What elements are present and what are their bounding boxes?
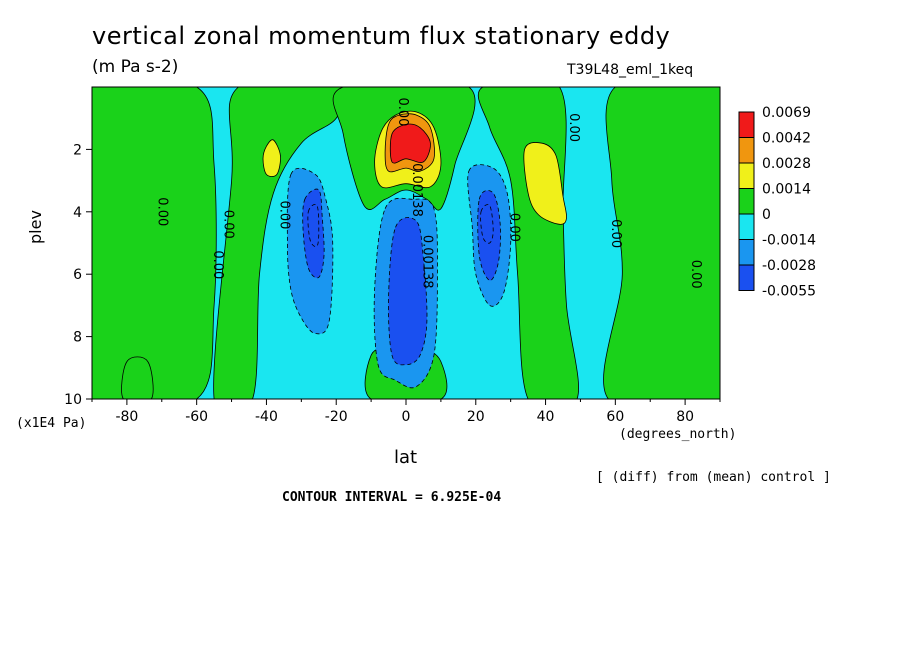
x-axis-label: lat [394,447,418,468]
colorbar-swatch [738,264,755,291]
contour-label: 0.00138 [419,235,434,289]
chart-units: (m Pa s-2) [92,57,179,77]
chart-title: vertical zonal momentum flux stationary … [92,22,671,50]
y-tick-label: 6 [73,267,82,283]
colorbar-swatch [738,111,755,138]
contour-label: 0.00 [276,200,291,229]
colorbar-label: -0.0055 [762,284,816,300]
contour-label: 0.00 [608,219,623,248]
contour-region-pos2 [262,139,281,177]
contour-label: 0.00 [154,197,169,226]
x-tick-label: 0 [402,409,411,425]
colorbar-swatch [738,137,755,164]
contour-region-pos1 [92,87,217,399]
x-tick-label: 20 [467,409,485,425]
x-tick-label: -20 [325,409,348,425]
y-tick-label: 4 [73,205,82,221]
contour-label: 0.00 [507,213,522,242]
contour-region-pos4 [389,123,431,164]
x-tick-label: -60 [185,409,208,425]
y-axis-units: (x1E4 Pa) [16,416,87,431]
x-tick-label: -80 [115,409,138,425]
x-tick-label: 40 [537,409,555,425]
y-tick-label: 10 [64,392,82,408]
contour-region-neg2 [388,217,428,366]
contour-region-neg3 [480,204,494,244]
diff-note: [ (diff) from (mean) control ] [596,470,831,485]
contour-label: 0.00 [221,210,236,239]
contour-interval-note: CONTOUR INTERVAL = 6.925E-04 [282,490,502,505]
y-tick-label: 2 [73,142,82,158]
colorbar-label: 0.0014 [762,182,811,198]
contour-region-pos1 [603,87,720,399]
colorbar-swatch [738,162,755,189]
colorbar-label: -0.0014 [762,233,816,249]
x-tick-label: 80 [676,409,694,425]
colorbar-label: 0 [762,207,771,223]
contour-label: 0.00 [566,113,581,142]
colorbar-label: -0.0028 [762,258,816,274]
contour-label: 0.00138 [409,163,424,217]
colorbar-swatch [738,188,755,215]
contour-label: 0.00 [688,260,703,289]
x-tick-label: -40 [255,409,278,425]
colorbar-label: 0.0028 [762,156,811,172]
colorbar-label: 0.0042 [762,131,811,147]
colorbar-label: 0.0069 [762,105,811,121]
run-id: T39L48_eml_1keq [567,62,694,78]
y-tick-label: 8 [73,330,82,346]
contour-region-pos2 [523,142,567,225]
contour-region-pos1 [121,356,154,399]
x-axis-units: (degrees_north) [619,427,737,442]
contour-region-neg3 [307,204,320,248]
x-tick-label: 60 [606,409,624,425]
contour-label: 0.00 [395,97,410,126]
contour-label: 0.00 [210,250,225,279]
colorbar-swatch [738,239,755,266]
colorbar-swatch [738,213,755,240]
